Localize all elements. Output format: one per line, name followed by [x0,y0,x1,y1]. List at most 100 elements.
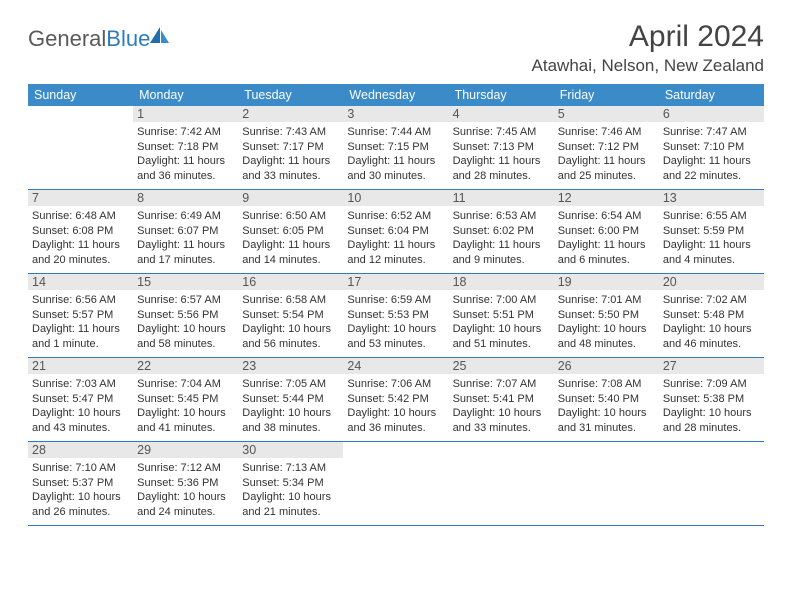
sunrise-text: Sunrise: 7:05 AM [242,377,339,392]
daylight-text: Daylight: 11 hours and 14 minutes. [242,238,339,267]
daylight-text: Daylight: 11 hours and 30 minutes. [347,154,444,183]
day-headers-row: Sunday Monday Tuesday Wednesday Thursday… [28,84,764,106]
logo: GeneralBlue [28,26,172,52]
sunset-text: Sunset: 5:36 PM [137,476,234,491]
calendar-cell: 16 Sunrise: 6:58 AMSunset: 5:54 PMDayligh… [238,274,343,357]
sunrise-text: Sunrise: 7:02 AM [663,293,760,308]
sunset-text: Sunset: 7:15 PM [347,140,444,155]
calendar-cell: 19 Sunrise: 7:01 AMSunset: 5:50 PMDayligh… [554,274,659,357]
day-info: Sunrise: 6:54 AMSunset: 6:00 PMDaylight:… [558,209,655,267]
day-info: Sunrise: 6:59 AMSunset: 5:53 PMDaylight:… [347,293,444,351]
day-number: 13 [659,190,764,206]
day-number: 17 [343,274,448,290]
sunset-text: Sunset: 6:05 PM [242,224,339,239]
daylight-text: Daylight: 10 hours and 53 minutes. [347,322,444,351]
logo-text-part1: General [28,26,106,51]
calendar-cell: 25 Sunrise: 7:07 AMSunset: 5:41 PMDayligh… [449,358,554,441]
sunrise-text: Sunrise: 6:58 AM [242,293,339,308]
day-number: 4 [449,106,554,122]
day-info: Sunrise: 7:07 AMSunset: 5:41 PMDaylight:… [453,377,550,435]
day-info: Sunrise: 7:09 AMSunset: 5:38 PMDaylight:… [663,377,760,435]
calendar-grid: Sunday Monday Tuesday Wednesday Thursday… [28,84,764,526]
daylight-text: Daylight: 11 hours and 28 minutes. [453,154,550,183]
sunset-text: Sunset: 6:07 PM [137,224,234,239]
day-number: 25 [449,358,554,374]
calendar-cell: 14Sunrise: 6:56 AMSunset: 5:57 PMDayligh… [28,274,133,357]
logo-text-part2: Blue [106,26,150,51]
calendar-cell [343,442,448,525]
day-number: 16 [238,274,343,290]
calendar-cell: 17 Sunrise: 6:59 AMSunset: 5:53 PMDayligh… [343,274,448,357]
calendar-cell [449,442,554,525]
daylight-text: Daylight: 10 hours and 36 minutes. [347,406,444,435]
daylight-text: Daylight: 10 hours and 46 minutes. [663,322,760,351]
day-info: Sunrise: 7:01 AMSunset: 5:50 PMDaylight:… [558,293,655,351]
daylight-text: Daylight: 10 hours and 58 minutes. [137,322,234,351]
week-row: 21Sunrise: 7:03 AMSunset: 5:47 PMDayligh… [28,358,764,442]
sunset-text: Sunset: 7:13 PM [453,140,550,155]
weeks-container: 1Sunrise: 7:42 AMSunset: 7:18 PMDaylight… [28,106,764,526]
sunrise-text: Sunrise: 7:46 AM [558,125,655,140]
day-info: Sunrise: 6:53 AMSunset: 6:02 PMDaylight:… [453,209,550,267]
day-number: 12 [554,190,659,206]
sunrise-text: Sunrise: 7:03 AM [32,377,129,392]
daylight-text: Daylight: 11 hours and 20 minutes. [32,238,129,267]
sunset-text: Sunset: 5:41 PM [453,392,550,407]
day-info: Sunrise: 7:42 AMSunset: 7:18 PMDaylight:… [137,125,234,183]
sunrise-text: Sunrise: 7:10 AM [32,461,129,476]
day-header-friday: Friday [554,84,659,106]
day-info: Sunrise: 7:10 AMSunset: 5:37 PMDaylight:… [32,461,129,519]
day-info: Sunrise: 6:52 AMSunset: 6:04 PMDaylight:… [347,209,444,267]
day-number: 14 [28,274,133,290]
day-number: 11 [449,190,554,206]
day-info: Sunrise: 7:04 AMSunset: 5:45 PMDaylight:… [137,377,234,435]
day-number: 18 [449,274,554,290]
day-number: 30 [238,442,343,458]
sunset-text: Sunset: 5:51 PM [453,308,550,323]
sunrise-text: Sunrise: 7:47 AM [663,125,760,140]
sunset-text: Sunset: 7:18 PM [137,140,234,155]
calendar-cell: 21Sunrise: 7:03 AMSunset: 5:47 PMDayligh… [28,358,133,441]
daylight-text: Daylight: 11 hours and 22 minutes. [663,154,760,183]
daylight-text: Daylight: 11 hours and 25 minutes. [558,154,655,183]
calendar-cell: 11 Sunrise: 6:53 AMSunset: 6:02 PMDayligh… [449,190,554,273]
calendar-cell: 6Sunrise: 7:47 AMSunset: 7:10 PMDaylight… [659,106,764,189]
daylight-text: Daylight: 11 hours and 17 minutes. [137,238,234,267]
day-number: 22 [133,358,238,374]
daylight-text: Daylight: 11 hours and 36 minutes. [137,154,234,183]
calendar-cell [554,442,659,525]
sunset-text: Sunset: 6:08 PM [32,224,129,239]
sunrise-text: Sunrise: 6:48 AM [32,209,129,224]
calendar-cell: 26Sunrise: 7:08 AMSunset: 5:40 PMDayligh… [554,358,659,441]
week-row: 1Sunrise: 7:42 AMSunset: 7:18 PMDaylight… [28,106,764,190]
daylight-text: Daylight: 11 hours and 6 minutes. [558,238,655,267]
calendar-cell: 22 Sunrise: 7:04 AMSunset: 5:45 PMDayligh… [133,358,238,441]
sunrise-text: Sunrise: 7:42 AM [137,125,234,140]
sunrise-text: Sunrise: 7:04 AM [137,377,234,392]
week-row: 14Sunrise: 6:56 AMSunset: 5:57 PMDayligh… [28,274,764,358]
sunrise-text: Sunrise: 7:07 AM [453,377,550,392]
calendar-cell: 9Sunrise: 6:50 AMSunset: 6:05 PMDaylight… [238,190,343,273]
calendar-cell: 15Sunrise: 6:57 AMSunset: 5:56 PMDayligh… [133,274,238,357]
calendar-cell: 24 Sunrise: 7:06 AMSunset: 5:42 PMDayligh… [343,358,448,441]
sunset-text: Sunset: 5:44 PM [242,392,339,407]
day-number: 19 [554,274,659,290]
day-info: Sunrise: 7:43 AMSunset: 7:17 PMDaylight:… [242,125,339,183]
sunrise-text: Sunrise: 7:12 AM [137,461,234,476]
day-info: Sunrise: 6:58 AMSunset: 5:54 PMDaylight:… [242,293,339,351]
day-number: 1 [133,106,238,122]
day-number: 15 [133,274,238,290]
calendar-cell: 18 Sunrise: 7:00 AMSunset: 5:51 PMDayligh… [449,274,554,357]
daylight-text: Daylight: 11 hours and 33 minutes. [242,154,339,183]
day-number: 24 [343,358,448,374]
calendar-cell [28,106,133,189]
day-header-saturday: Saturday [659,84,764,106]
day-info: Sunrise: 7:00 AMSunset: 5:51 PMDaylight:… [453,293,550,351]
daylight-text: Daylight: 10 hours and 51 minutes. [453,322,550,351]
day-info: Sunrise: 7:06 AMSunset: 5:42 PMDaylight:… [347,377,444,435]
day-number: 29 [133,442,238,458]
sunrise-text: Sunrise: 6:54 AM [558,209,655,224]
day-info: Sunrise: 6:50 AMSunset: 6:05 PMDaylight:… [242,209,339,267]
sunrise-text: Sunrise: 7:00 AM [453,293,550,308]
day-info: Sunrise: 7:05 AMSunset: 5:44 PMDaylight:… [242,377,339,435]
